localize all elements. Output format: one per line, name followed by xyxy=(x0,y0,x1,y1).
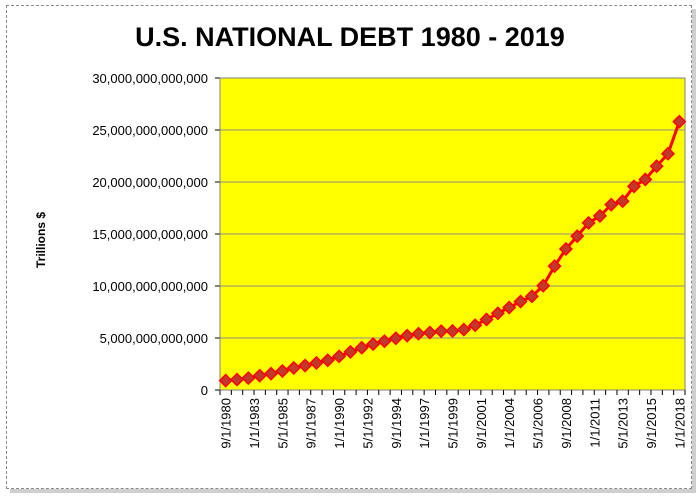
data-point xyxy=(660,146,676,161)
data-point xyxy=(252,368,267,383)
data-point xyxy=(354,340,369,355)
x-tick-label: 1/1/1997 xyxy=(417,398,432,449)
data-point xyxy=(592,208,607,223)
x-tick-label: 5/1/2013 xyxy=(616,398,631,449)
data-point xyxy=(479,312,494,327)
data-point xyxy=(570,229,585,244)
x-tick-label: 1/1/2018 xyxy=(672,398,687,449)
data-point xyxy=(638,172,653,187)
data-point xyxy=(468,318,483,333)
data-point xyxy=(218,373,233,388)
data-point xyxy=(286,360,301,375)
data-point xyxy=(229,372,245,387)
x-tick-label: 1/1/1983 xyxy=(247,398,262,449)
data-point xyxy=(411,326,426,341)
x-tick-label: 5/1/1992 xyxy=(360,398,375,449)
data-point xyxy=(558,241,573,257)
data-point xyxy=(388,331,403,346)
data-point xyxy=(400,328,415,343)
y-tick-label: 0 xyxy=(201,383,208,398)
x-tick-label: 5/1/1985 xyxy=(275,398,290,449)
x-tick-label: 9/1/1980 xyxy=(219,398,234,449)
data-point xyxy=(604,197,619,212)
y-tick-label: 20,000,000,000,000 xyxy=(92,175,208,190)
data-point xyxy=(536,278,551,293)
data-point xyxy=(298,358,313,373)
y-tick-label: 10,000,000,000,000 xyxy=(92,279,208,294)
x-tick-label: 5/1/1999 xyxy=(446,398,461,449)
x-tick-label: 9/1/2015 xyxy=(644,398,659,449)
data-point xyxy=(377,334,392,349)
debt-series xyxy=(218,114,687,388)
data-point xyxy=(422,325,437,340)
data-point xyxy=(615,194,630,209)
data-point xyxy=(241,371,256,386)
data-point xyxy=(343,344,358,359)
x-tick-label: 9/1/1994 xyxy=(389,398,404,449)
x-tick-label: 1/1/2004 xyxy=(502,398,517,449)
y-tick-label: 15,000,000,000,000 xyxy=(92,227,208,242)
data-point xyxy=(366,337,381,352)
y-tick-label: 25,000,000,000,000 xyxy=(92,123,208,138)
x-tick-label: 9/1/2001 xyxy=(474,398,489,449)
x-tick-label: 1/1/2011 xyxy=(587,398,602,448)
y-tick-label: 5,000,000,000,000 xyxy=(100,331,208,346)
x-tick-label: 1/1/1990 xyxy=(332,398,347,449)
axes xyxy=(219,77,686,395)
data-point xyxy=(456,322,471,337)
data-point xyxy=(320,353,335,368)
data-point xyxy=(502,300,517,315)
data-point xyxy=(626,179,642,194)
data-point xyxy=(513,294,528,309)
x-tick-label: 9/1/1987 xyxy=(304,398,319,449)
data-point xyxy=(672,114,687,129)
x-tick-label: 5/1/2006 xyxy=(531,398,546,449)
y-axis-label: Trillions $ xyxy=(34,212,48,268)
chart-title: U.S. NATIONAL DEBT 1980 - 2019 xyxy=(135,22,565,52)
data-point xyxy=(547,259,562,274)
data-point xyxy=(581,215,596,230)
data-point xyxy=(275,363,290,379)
x-tick-labels: 9/1/1980 1/1/1983 5/1/1985 9/1/1987 1/1/1990… xyxy=(219,398,688,449)
y-tick-labels: 0 5,000,000,000,000 10,000,000,000,000 15,0… xyxy=(92,71,208,398)
data-point xyxy=(524,289,539,304)
data-point xyxy=(649,159,664,174)
data-point xyxy=(490,306,505,321)
x-tick-label: 9/1/2008 xyxy=(559,398,574,449)
data-point xyxy=(434,324,449,339)
data-point xyxy=(332,349,347,364)
plot-border xyxy=(219,77,686,391)
data-point xyxy=(309,355,324,370)
y-tick-label: 30,000,000,000,000 xyxy=(92,71,208,86)
data-point xyxy=(445,323,460,339)
data-point xyxy=(263,366,279,381)
